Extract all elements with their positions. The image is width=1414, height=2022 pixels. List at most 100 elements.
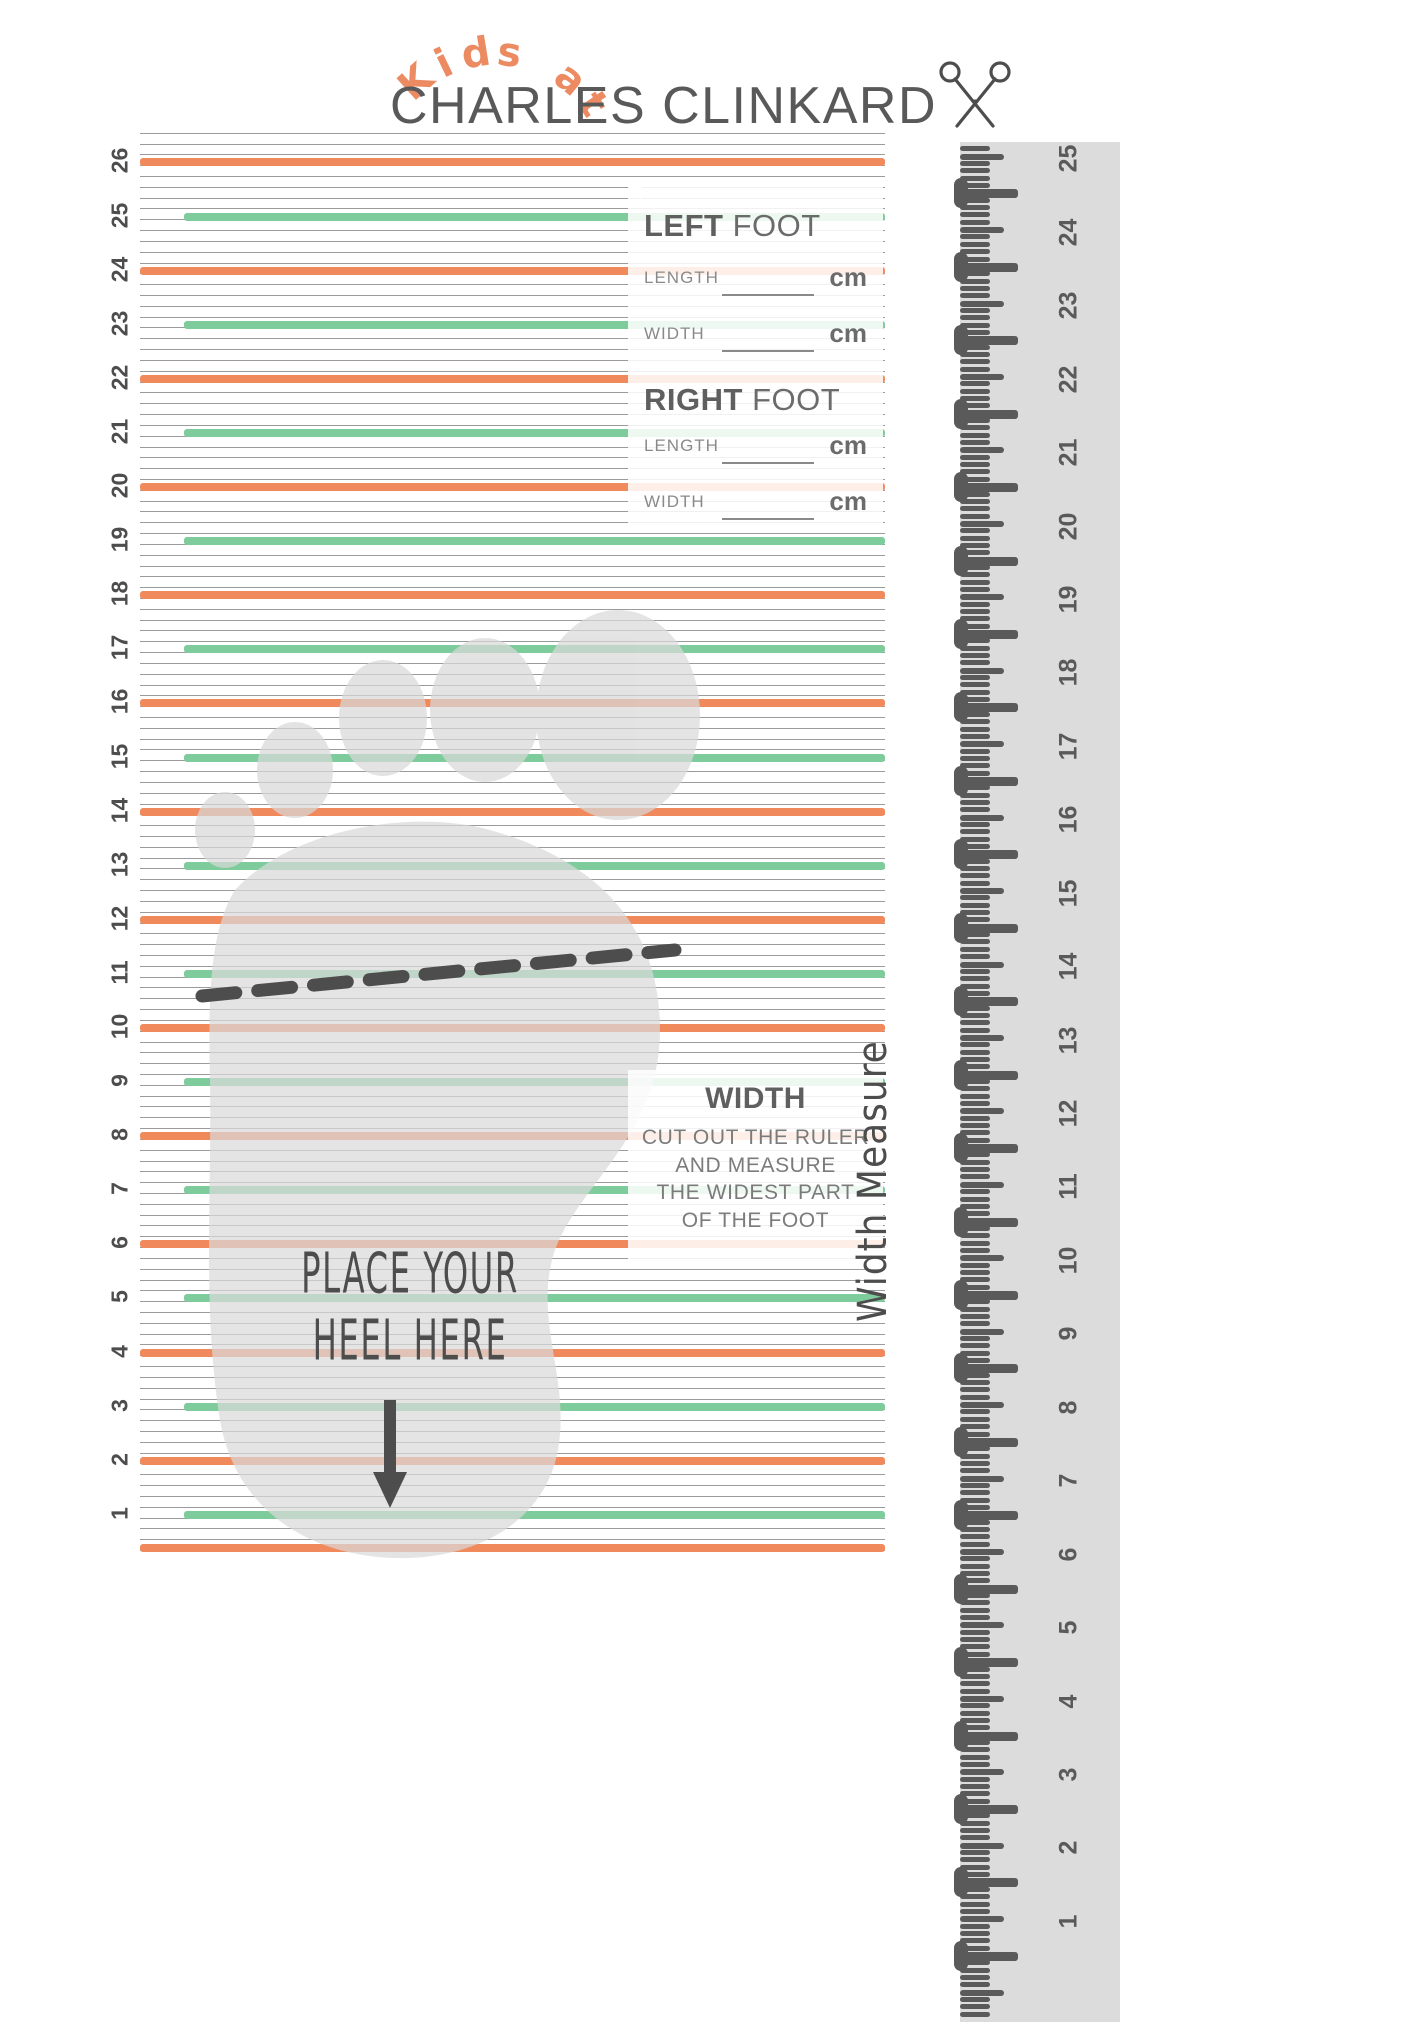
ruler-tick [960,498,990,504]
grid-line [140,1398,885,1400]
ruler-tick [960,2011,990,2017]
cm-scale-number: 10 [106,1013,133,1040]
right-length-row[interactable]: LENGTH cm [644,430,869,474]
left-foot-heading-bold: LEFT [644,208,724,243]
right-length-input[interactable] [722,462,814,464]
ruler-tick [960,409,1018,419]
cm-marker-bar [184,753,885,762]
ruler-tick [960,1290,1018,1300]
ruler-tick [960,711,990,717]
cm-scale-number: 13 [106,851,133,877]
ruler-tick [960,1658,1018,1668]
cm-marker-bar [140,1023,885,1032]
grid-line [140,738,885,740]
ruler-tick [960,285,990,291]
ruler-tick [960,733,990,739]
ruler-tick [960,1056,990,1062]
ruler-number: 19 [1054,585,1083,614]
ruler-tick [960,1247,990,1253]
ruler-tick [960,1908,990,1914]
ruler-tick [960,844,990,849]
grid-line [140,727,885,729]
grid-line [140,900,885,902]
ruler-tick [960,1857,990,1863]
ruler-tick [960,954,990,960]
right-width-row[interactable]: WIDTH cm [644,486,869,530]
left-length-input[interactable] [722,294,814,296]
ruler-tick [960,1336,990,1342]
cm-scale-number: 21 [106,418,133,445]
right-width-input[interactable] [722,518,814,520]
ruler-tick [960,447,1004,454]
cm-scale-number: 16 [106,689,133,715]
ruler-tick [960,1842,1004,1849]
grid-line [140,305,885,307]
cm-marker-bar [184,969,885,978]
ruler-tick [960,1314,990,1319]
ruler-tick [960,719,990,725]
cm-marker-bar [140,483,885,492]
grid-line [140,857,885,859]
grid-line [140,890,885,891]
ruler-tick [960,1747,990,1753]
grid-line [140,803,885,805]
width-panel-line: AND MEASURE [675,1153,836,1177]
ruler-tick [960,586,990,592]
ruler-tick [960,1563,990,1569]
ruler-tick [960,726,990,732]
ruler-tick [960,858,990,864]
ruler-number: 7 [1054,1473,1083,1488]
ruler-tick [960,366,990,372]
cm-scale-number: 5 [106,1290,133,1304]
ruler-number: 9 [1054,1326,1083,1341]
width-panel-corner-fold [869,1246,883,1260]
ruler-tick [960,146,990,152]
ruler-number: 13 [1054,1026,1083,1055]
ruler-tick [960,1761,990,1767]
ruler-tick [960,880,990,886]
ruler-tick [960,623,990,629]
ruler-tick [960,1584,1018,1594]
ruler-tick [960,1731,1018,1741]
ruler-tick [960,322,990,328]
right-length-unit: cm [829,430,867,460]
grid-line [140,965,885,967]
left-width-row[interactable]: WIDTH cm [644,318,869,362]
left-length-row[interactable]: LENGTH cm [644,262,869,306]
ruler-tick [960,579,990,585]
ruler-tick [960,836,990,842]
ruler-tick [960,645,990,651]
ruler-tick [960,850,1018,860]
ruler-tick [960,1130,990,1136]
ruler-tick [960,535,990,541]
ruler-tick [960,307,990,313]
heel-placement-text: PLACE YOUR HEEL HERE [200,1240,620,1373]
ruler-number: 17 [1054,732,1083,761]
ruler-tick [960,2004,990,2010]
grid-line [140,403,885,405]
grid-line [140,1452,885,1454]
ruler-tick [960,542,990,548]
ruler-tick [960,703,1018,713]
grid-line [140,955,885,956]
cm-marker-bar [184,1402,885,1411]
ruler-tick [960,667,1004,674]
ruler-tick [960,1813,990,1819]
ruler-tick [960,1784,990,1789]
ruler-tick [960,961,1004,968]
ruler-tick [960,359,990,365]
ruler-tick [960,1710,990,1716]
ruler-tick [960,1695,1004,1702]
ruler-tick [960,1644,990,1650]
ruler-tick [960,1203,990,1209]
ruler-tick [960,1070,1018,1080]
ruler-tick [960,616,990,622]
left-width-label: WIDTH [644,324,705,343]
left-width-input[interactable] [722,350,814,352]
ruler-tick [960,329,990,335]
ruler-tick [960,396,990,402]
panel-corner-fold [628,186,642,200]
cm-scale-number: 1 [106,1506,133,1520]
ruler-tick [960,506,990,512]
